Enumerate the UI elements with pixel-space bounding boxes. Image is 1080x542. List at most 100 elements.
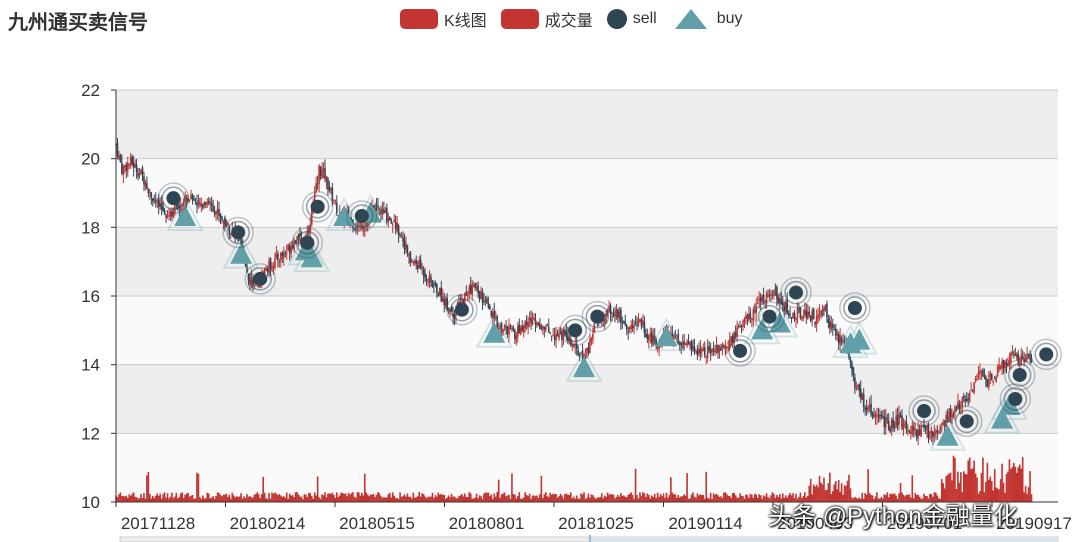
volume-bar: [812, 484, 815, 502]
candle-body: [723, 345, 725, 348]
volume-bar: [562, 498, 565, 502]
candle-body: [128, 163, 131, 166]
sell-marker-ripple: [585, 304, 610, 329]
volume-bar: [122, 495, 125, 502]
candle-body: [399, 234, 401, 237]
volume-bar: [904, 496, 906, 502]
volume-bar: [831, 491, 834, 502]
volume-bar: [497, 479, 500, 502]
volume-bar: [658, 496, 660, 502]
sell-marker-ripple: [1034, 342, 1058, 367]
buy-marker: [174, 205, 197, 227]
candle-body: [792, 312, 794, 318]
datazoom-slider[interactable]: [119, 535, 1059, 542]
candle-body: [902, 423, 905, 430]
volume-bar: [444, 498, 447, 502]
candle-body: [808, 311, 811, 315]
volume-bar: [740, 495, 743, 502]
legend-item-volume[interactable]: 成交量: [500, 7, 593, 31]
candle-body: [434, 282, 437, 285]
volume-bar: [474, 497, 476, 502]
candle-body: [895, 416, 897, 428]
volume-bar: [830, 494, 833, 502]
volume-bar: [241, 498, 244, 502]
candle-body: [927, 424, 930, 438]
axes: [111, 89, 1058, 507]
volume-bar: [648, 494, 650, 502]
sell-marker: [454, 302, 469, 317]
volume-bar: [358, 492, 360, 502]
volume-bar: [408, 496, 410, 502]
candle-body: [756, 302, 759, 304]
volume-bar: [693, 496, 696, 502]
volume-bar: [899, 482, 902, 502]
volume-bar: [871, 495, 874, 502]
volume-bar: [761, 498, 763, 502]
candle-body: [617, 309, 619, 319]
legend-item-buy[interactable]: buy: [671, 7, 743, 31]
candle-body: [993, 378, 996, 380]
volume-bar: [583, 492, 585, 502]
candle-body: [169, 212, 172, 217]
buy-marker: [483, 321, 506, 343]
candle-body: [690, 341, 693, 349]
candle-body: [308, 229, 310, 231]
volume-bar: [752, 497, 755, 502]
volume-bar: [730, 497, 733, 502]
x-tick-label: 20181025: [558, 514, 634, 533]
volume-bar: [249, 496, 251, 502]
candle-body: [639, 319, 641, 322]
candle-body: [730, 336, 733, 342]
volume-bar: [756, 497, 759, 502]
candle-body: [977, 372, 980, 375]
volume-bar: [187, 492, 189, 502]
candle-body: [802, 316, 805, 319]
volume-bar: [593, 497, 596, 502]
sell-marker: [847, 301, 862, 316]
candle-body: [889, 428, 892, 432]
candle-body: [611, 312, 613, 314]
candle-body: [225, 220, 228, 228]
candle-body: [767, 295, 769, 297]
volume-bar: [137, 498, 139, 502]
volume-bar: [949, 472, 952, 502]
volume-bar: [851, 497, 853, 502]
candle-body: [698, 349, 700, 355]
legend-item-kline[interactable]: K线图: [400, 7, 487, 31]
candle-body: [187, 198, 189, 202]
candle-body: [865, 407, 868, 411]
volume-bar: [780, 498, 783, 502]
candle-body: [883, 416, 886, 428]
volume-bar: [294, 492, 297, 502]
candle-body: [799, 307, 802, 319]
candle-body: [199, 203, 201, 205]
candle-body: [433, 284, 435, 286]
candle-body: [215, 210, 217, 215]
candle-body: [1017, 354, 1020, 364]
candle-body: [618, 311, 621, 318]
volume-bar: [960, 472, 962, 502]
candle-body: [396, 223, 398, 232]
volume-bar: [377, 492, 379, 502]
volume-bar: [770, 495, 772, 502]
candle-body: [275, 253, 278, 258]
volume-bar: [344, 493, 347, 502]
volume-bar: [246, 494, 248, 502]
candle-body: [746, 315, 749, 320]
candle-body: [162, 206, 164, 211]
volume-bar: [720, 496, 722, 502]
sell-marker-ripple: [757, 304, 782, 329]
candle-body: [531, 320, 534, 326]
candle-body: [422, 269, 425, 277]
sell-marker-ripple: [226, 220, 250, 245]
candle-body: [171, 211, 173, 217]
candle-body: [864, 407, 866, 410]
volume-bar: [349, 494, 351, 502]
volume-bar: [696, 493, 699, 502]
candle-body: [824, 304, 827, 312]
candle-body: [334, 200, 337, 202]
candle-body: [540, 326, 543, 329]
candle-body: [724, 345, 727, 350]
candle-body: [974, 377, 977, 381]
legend-item-sell[interactable]: sell: [606, 9, 657, 29]
